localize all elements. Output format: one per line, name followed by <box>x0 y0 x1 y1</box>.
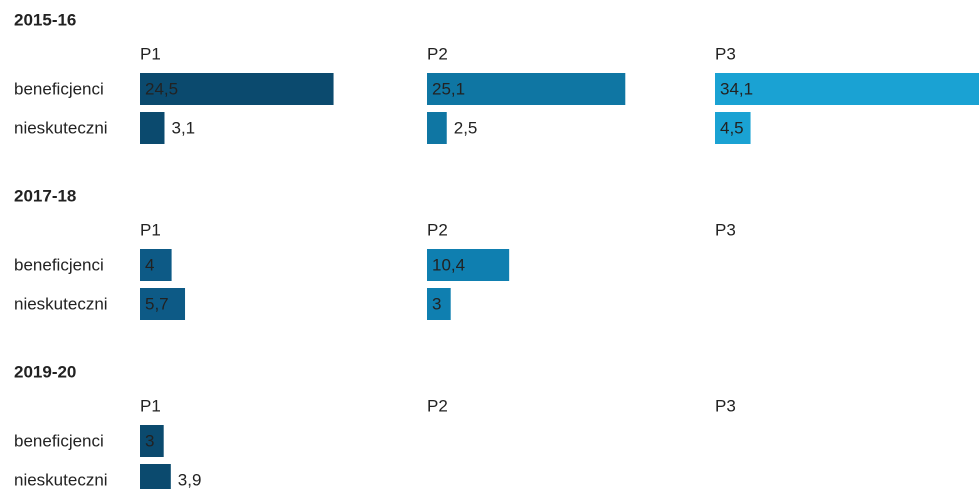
category-label: nieskuteczni <box>14 294 108 313</box>
bar <box>140 288 186 320</box>
column-header: P2 <box>427 396 448 415</box>
bar <box>715 112 751 144</box>
column-header: P1 <box>140 396 161 415</box>
row-title: 2017-18 <box>14 186 76 205</box>
category-label: beneficjenci <box>14 255 104 274</box>
value-label: 3,1 <box>171 118 195 137</box>
column-header: P2 <box>427 220 448 239</box>
column-header: P3 <box>715 44 736 63</box>
value-label: 4,5 <box>720 118 744 137</box>
bar <box>427 112 447 144</box>
bar <box>140 73 334 105</box>
value-label: 10,4 <box>432 255 465 274</box>
bar <box>140 464 171 489</box>
row-title: 2019-20 <box>14 362 76 381</box>
value-label: 25,1 <box>432 79 465 98</box>
value-label: 3 <box>145 431 154 450</box>
bar <box>427 249 510 281</box>
category-label: beneficjenci <box>14 431 104 450</box>
row-title: 2015-16 <box>14 10 76 29</box>
bar <box>140 249 172 281</box>
value-label: 3 <box>432 294 441 313</box>
bar <box>427 288 451 320</box>
column-header: P3 <box>715 220 736 239</box>
value-label: 4 <box>145 255 154 274</box>
category-label: beneficjenci <box>14 79 104 98</box>
category-label: nieskuteczni <box>14 118 108 137</box>
bar <box>427 73 626 105</box>
column-header: P1 <box>140 44 161 63</box>
column-header: P2 <box>427 44 448 63</box>
category-label: nieskuteczni <box>14 470 108 489</box>
value-label: 24,5 <box>145 79 178 98</box>
value-label: 2,5 <box>454 118 478 137</box>
bar <box>715 73 979 105</box>
bar <box>140 425 164 457</box>
value-label: 34,1 <box>720 79 753 98</box>
column-header: P3 <box>715 396 736 415</box>
value-label: 3,9 <box>178 470 202 489</box>
bar <box>140 112 165 144</box>
column-header: P1 <box>140 220 161 239</box>
value-label: 5,7 <box>145 294 169 313</box>
